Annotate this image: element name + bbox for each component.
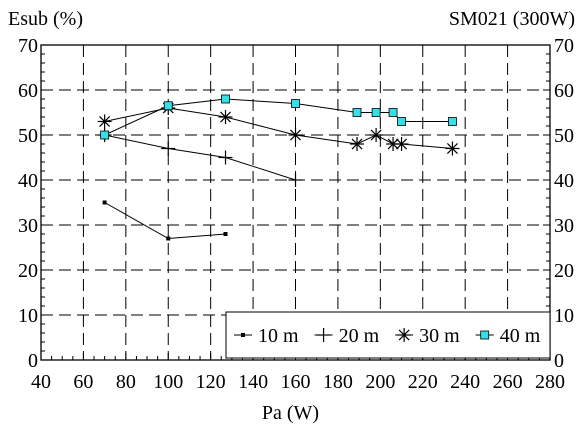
plot-frame <box>40 44 551 361</box>
y-tick-label-right: 10 <box>554 305 574 327</box>
data-point-30m <box>97 114 112 129</box>
y-tick-label-left: 10 <box>18 305 38 327</box>
legend-item: 20 m <box>314 325 380 347</box>
y-tick-label-left: 70 <box>18 35 38 57</box>
data-point-40m <box>221 94 230 104</box>
legend-item: 10 m <box>234 325 299 347</box>
y-tick-label-left: 0 <box>28 350 38 372</box>
data-point-10m <box>102 200 107 205</box>
data-point-30m <box>397 328 412 342</box>
x-axis-label: Pa (W) <box>261 402 320 424</box>
y-tick-label-right: 0 <box>554 350 564 372</box>
y-tick-label-left: 40 <box>18 170 38 192</box>
data-point-40m <box>371 108 381 117</box>
data-point-40m <box>448 117 457 126</box>
x-tick-label: 60 <box>73 371 93 393</box>
data-point-10m <box>241 333 245 337</box>
x-tick-label: 140 <box>238 371 268 393</box>
y-tick-label-right: 30 <box>554 215 574 237</box>
data-point-30m <box>288 128 303 142</box>
x-tick-label: 280 <box>535 371 565 393</box>
x-tick-label: 160 <box>281 371 311 393</box>
grid-lines <box>41 45 550 360</box>
legend-label: 10 m <box>258 325 299 347</box>
data-point-20m <box>288 173 303 187</box>
y-tick-label-right: 70 <box>554 35 574 57</box>
y-tick-label-left: 20 <box>18 260 38 282</box>
data-point-10m <box>223 232 228 236</box>
legend-label: 30 m <box>419 325 460 347</box>
y-tick-label-right: 40 <box>554 170 574 192</box>
x-tick-label: 80 <box>116 371 136 393</box>
x-tick-label: 200 <box>365 371 395 393</box>
legend-item: 40 m <box>475 325 541 347</box>
data-point-40m <box>480 330 490 340</box>
data-point-40m <box>291 99 300 108</box>
data-point-20m <box>316 328 331 342</box>
data-point-40m <box>163 101 173 111</box>
data-point-30m <box>218 110 233 124</box>
y-tick-label-left: 50 <box>18 125 38 147</box>
series-10m <box>102 200 228 241</box>
y-tick-label-right: 20 <box>554 260 574 282</box>
x-tick-label: 220 <box>408 371 438 393</box>
y-tick-label-left: 60 <box>18 80 38 102</box>
x-tick-label: 240 <box>450 371 480 393</box>
x-tick-label: 180 <box>323 371 353 393</box>
data-point-30m <box>350 137 365 151</box>
x-tick-label: 120 <box>196 371 226 393</box>
legend-box <box>225 311 551 359</box>
data-point-10m <box>166 236 171 241</box>
data-point-30m <box>369 128 384 142</box>
legend: 10 m 20 m 30 m 40 m <box>225 311 551 359</box>
y-tick-label-right: 50 <box>554 125 574 147</box>
chart-title: SM021 (300W) <box>448 8 575 30</box>
legend-label: 40 m <box>500 325 541 347</box>
y-tick-label-right: 60 <box>554 80 574 102</box>
data-point-40m <box>100 130 110 140</box>
data-point-40m <box>388 108 398 117</box>
x-tick-label: 40 <box>31 371 51 393</box>
y-tick-label-left: 30 <box>18 215 38 237</box>
series-40m <box>100 94 457 140</box>
series-line <box>104 202 226 240</box>
series-line <box>104 134 296 181</box>
data-point-30m <box>386 137 401 151</box>
data-point-20m <box>161 141 176 156</box>
x-tick-label: 100 <box>153 371 183 393</box>
data-point-30m <box>394 137 409 151</box>
data-point-30m <box>445 141 460 156</box>
legend-item: 30 m <box>395 325 460 347</box>
data-point-20m <box>218 150 233 165</box>
x-tick-label: 260 <box>493 371 523 393</box>
data-point-40m <box>352 108 362 117</box>
series-group <box>97 94 460 241</box>
data-point-40m <box>397 117 406 126</box>
series-20m <box>97 128 303 187</box>
series-30m <box>97 101 460 156</box>
legend-label: 20 m <box>339 325 380 347</box>
y-axis-label: Esub (%) <box>8 8 83 30</box>
series-line <box>104 98 453 136</box>
